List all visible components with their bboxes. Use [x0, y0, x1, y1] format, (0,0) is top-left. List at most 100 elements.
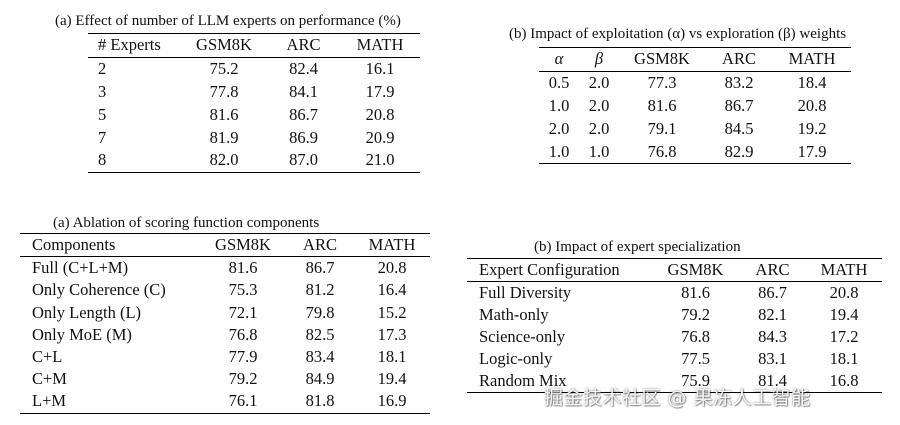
column-header: GSM8K: [634, 49, 690, 69]
table-row: 1.0 1.0 76.8 82.9 17.9: [539, 140, 851, 164]
header-row: Expert Configuration GSM8K ARC MATH: [467, 258, 882, 282]
table-cell: 1.0: [588, 141, 610, 161]
table-cell: Full (C+L+M): [32, 258, 129, 278]
table-cell: C+L: [32, 347, 63, 367]
table-cell: 8: [98, 150, 107, 170]
table-cell: 18.4: [797, 73, 827, 93]
column-header: MATH: [788, 49, 836, 69]
table-panel-experts: (a) Effect of number of LLM experts on p…: [55, 12, 420, 173]
table-cell: L+M: [32, 391, 67, 411]
table-row: C+M 79.2 84.9 19.4: [20, 368, 430, 390]
table-cell: Only Coherence (C): [32, 280, 166, 300]
table-cell: 82.9: [724, 141, 754, 161]
table-panel-scoring: (a) Ablation of scoring function compone…: [20, 214, 430, 414]
table-row: 0.5 2.0 77.3 83.2 18.4: [539, 71, 851, 94]
column-header: ARC: [303, 235, 337, 255]
table-cell: 82.5: [305, 324, 335, 344]
column-header: # Experts: [98, 35, 161, 55]
table-cell: 83.4: [305, 347, 335, 367]
table-cell: 86.7: [305, 258, 335, 278]
table-cell: 19.4: [377, 369, 407, 389]
table-cell: 15.2: [377, 302, 407, 322]
table-row: L+M 76.1 81.8 16.9: [20, 390, 430, 413]
watermark-text: 掘金技术社区 @ 果冻人工智能: [544, 387, 811, 409]
table-cell: 81.6: [209, 104, 239, 124]
table-cell: 20.8: [377, 258, 407, 278]
table-cell: 84.5: [724, 118, 754, 138]
specialization-table: Expert Configuration GSM8K ARC MATH Full…: [467, 258, 882, 393]
table-cell: 75.2: [209, 59, 239, 79]
table-cell: 16.9: [377, 391, 407, 411]
column-header: Expert Configuration: [479, 260, 620, 279]
table-cell: Science-only: [479, 327, 566, 346]
table-row: Only MoE (M) 76.8 82.5 17.3: [20, 324, 430, 346]
table-cell: 20.8: [365, 104, 395, 124]
table-cell: 0.5: [548, 73, 570, 93]
table-caption: (b) Impact of exploitation (α) vs explor…: [509, 26, 847, 42]
table-cell: 18.1: [377, 347, 407, 367]
table-row: 2 75.2 82.4 16.1: [88, 57, 420, 80]
table-row: Only Length (L) 72.1 79.8 15.2: [20, 302, 430, 324]
table-cell: Only MoE (M): [32, 324, 132, 344]
table-cell: 2.0: [588, 95, 610, 115]
table-cell: 79.8: [305, 302, 335, 322]
table-cell: 81.8: [305, 391, 335, 411]
table-cell: Math-only: [479, 305, 549, 324]
table-cell: 21.0: [365, 150, 395, 170]
table-cell: 17.9: [365, 81, 395, 101]
table-cell: 77.8: [209, 81, 239, 101]
table-cell: 76.8: [228, 324, 258, 344]
table-cell: 86.7: [758, 283, 787, 302]
table-cell: 81.9: [209, 127, 239, 147]
table-cell: 81.6: [228, 258, 258, 278]
table-cell: 19.4: [829, 305, 859, 324]
table-cell: 76.8: [681, 327, 710, 346]
table-row: 8 82.0 87.0 21.0: [88, 149, 420, 173]
header-row: α β GSM8K ARC MATH: [539, 47, 851, 72]
table-cell: 83.1: [758, 349, 787, 368]
table-cell: 82.0: [209, 150, 239, 170]
table-row: 5 81.6 86.7 20.8: [88, 103, 420, 126]
table-cell: 17.9: [797, 141, 827, 161]
table-cell: 86.7: [289, 104, 318, 124]
table-row: Only Coherence (C) 75.3 81.2 16.4: [20, 279, 430, 301]
table-cell: 82.1: [758, 305, 787, 324]
table-cell: 79.2: [228, 369, 258, 389]
table-cell: 79.1: [647, 118, 677, 138]
table-cell: 84.9: [305, 369, 335, 389]
table-cell: 3: [98, 81, 107, 101]
table-cell: 20.9: [365, 127, 395, 147]
table-cell: 16.4: [377, 280, 407, 300]
table-cell: 86.9: [289, 127, 318, 147]
table-cell: 75.3: [228, 280, 258, 300]
table-cell: 75.9: [681, 371, 710, 390]
table-cell: 81.4: [758, 371, 787, 390]
column-header: GSM8K: [667, 260, 724, 279]
table-cell: Logic-only: [479, 349, 553, 368]
table-cell: 2.0: [588, 118, 610, 138]
table-cell: 2.0: [588, 73, 610, 93]
table-cell: 18.1: [829, 349, 859, 368]
table-cell: 79.2: [681, 305, 710, 324]
table-cell: 16.1: [365, 59, 395, 79]
table-cell: 2.0: [548, 118, 570, 138]
column-header: MATH: [820, 260, 868, 279]
table-row: 7 81.9 86.9 20.9: [88, 126, 420, 149]
scoring-table: Components GSM8K ARC MATH Full (C+L+M) 8…: [20, 233, 430, 414]
table-cell: 17.2: [829, 327, 859, 346]
table-cell: 20.8: [829, 283, 859, 302]
table-cell: 87.0: [289, 150, 318, 170]
weights-table: α β GSM8K ARC MATH 0.5 2.0 77.3 83.2 18.…: [539, 47, 851, 164]
table-cell: 1.0: [548, 95, 570, 115]
header-row: # Experts GSM8K ARC MATH: [88, 33, 420, 58]
table-cell: 76.8: [647, 141, 677, 161]
column-header: GSM8K: [215, 235, 271, 255]
table-cell: 83.2: [724, 73, 754, 93]
column-header: α: [554, 49, 564, 69]
column-header: ARC: [722, 49, 756, 69]
table-cell: 76.1: [228, 391, 258, 411]
table-cell: 84.1: [289, 81, 318, 101]
experts-table: # Experts GSM8K ARC MATH 2 75.2 82.4 16.…: [88, 33, 420, 173]
table-cell: 81.6: [681, 283, 710, 302]
column-header: MATH: [368, 235, 416, 255]
